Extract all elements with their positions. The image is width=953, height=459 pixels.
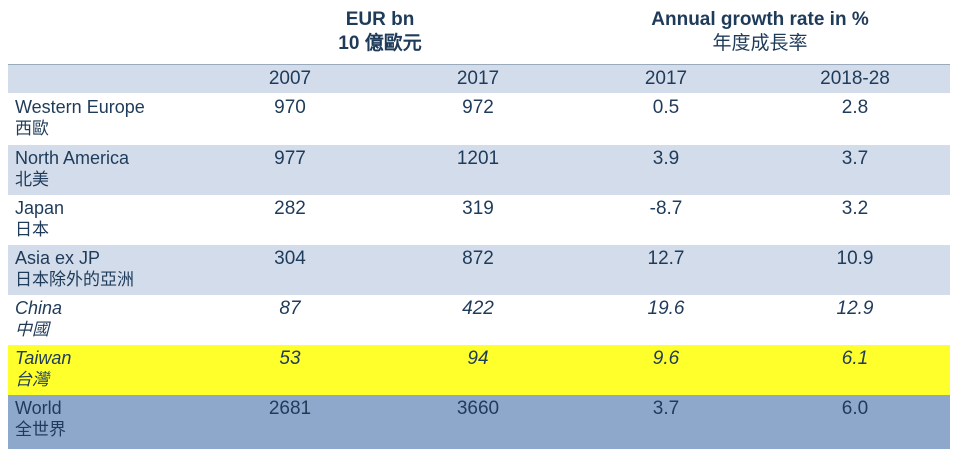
value-2007: 282 [274, 198, 306, 219]
growth-heading-en: Annual growth rate in % [651, 9, 869, 30]
value-2007: 2681 [268, 398, 312, 419]
growth-2018-28: 12.9 [836, 298, 874, 319]
header-divider [8, 64, 950, 65]
growth-2018-28: 6.1 [841, 348, 869, 369]
region-name-zh: 西歐 [15, 119, 49, 138]
region-name-zh: 日本 [15, 220, 49, 239]
growth-2017: 12.7 [647, 248, 685, 269]
eur-heading-zh: 10 億歐元 [338, 33, 422, 54]
column-group-header: EUR bn 10 億歐元 Annual growth rate in % 年度… [0, 0, 953, 64]
value-2017: 3660 [456, 398, 500, 419]
region-name-zh: 台灣 [15, 370, 49, 389]
growth-2018-28: 6.0 [841, 398, 869, 419]
growth-2018-28: 3.2 [841, 198, 869, 219]
growth-2018-28: 10.9 [836, 248, 874, 269]
value-2017: 872 [462, 248, 494, 269]
eur-heading-en: EUR bn [345, 9, 415, 30]
table-row: North America 北美 977 1201 3.9 3.7 [8, 145, 950, 195]
growth-2018-28: 2.8 [841, 97, 869, 118]
growth-heading-zh: 年度成長率 [712, 33, 808, 54]
eur-group-heading: EUR bn 10 億歐元 [290, 8, 470, 56]
table-row: Asia ex JP 日本除外的亞洲 304 872 12.7 10.9 [8, 245, 950, 295]
growth-2017: 0.5 [652, 97, 680, 118]
region-name: World [15, 398, 62, 418]
region-name-zh: 北美 [15, 170, 49, 189]
region-name: North America [15, 148, 130, 168]
value-2017: 972 [462, 97, 494, 118]
region-name-zh: 中國 [15, 320, 49, 339]
region-name: Western Europe [15, 97, 145, 117]
region-name: Taiwan [15, 348, 72, 368]
col-header-2017-eur: 2017 [456, 68, 500, 89]
value-2007: 53 [279, 348, 301, 369]
region-name-zh: 全世界 [15, 420, 66, 439]
table-row-highlighted: Taiwan 台灣 53 94 9.6 6.1 [8, 345, 950, 395]
region-name: China [15, 298, 63, 318]
value-2017: 94 [467, 348, 489, 369]
value-2007: 87 [279, 298, 301, 319]
growth-group-heading: Annual growth rate in % 年度成長率 [600, 8, 920, 56]
value-2017: 319 [462, 198, 494, 219]
value-2017: 1201 [456, 148, 500, 169]
growth-2017: -8.7 [649, 198, 683, 219]
table-row: Western Europe 西歐 970 972 0.5 2.8 [8, 94, 950, 144]
region-name: Asia ex JP [15, 248, 101, 268]
table-row-total: World 全世界 2681 3660 3.7 6.0 [8, 395, 950, 449]
value-2017: 422 [462, 298, 494, 319]
value-2007: 970 [274, 97, 306, 118]
col-header-2017-growth: 2017 [644, 68, 688, 89]
growth-2018-28: 3.7 [841, 148, 869, 169]
value-2007: 977 [274, 148, 306, 169]
region-name: Japan [15, 198, 65, 218]
growth-2017: 3.7 [652, 398, 680, 419]
year-header-row: 2007 2017 2017 2018-28 [8, 65, 950, 93]
growth-2017: 9.6 [652, 348, 680, 369]
growth-2017: 3.9 [652, 148, 680, 169]
region-name-zh: 日本除外的亞洲 [15, 270, 134, 289]
col-header-2018-28: 2018-28 [820, 68, 890, 89]
table-row: Japan 日本 282 319 -8.7 3.2 [8, 195, 950, 245]
row-divider [8, 144, 950, 145]
value-2007: 304 [274, 248, 306, 269]
table-row: China 中國 87 422 19.6 12.9 [8, 295, 950, 345]
growth-2017: 19.6 [647, 298, 685, 319]
col-header-2007: 2007 [268, 68, 312, 89]
